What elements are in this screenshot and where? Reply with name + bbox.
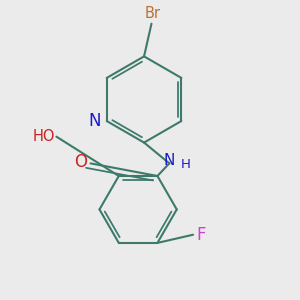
Text: HO: HO	[32, 129, 55, 144]
Text: N: N	[164, 153, 175, 168]
Text: Br: Br	[145, 6, 161, 21]
Text: N: N	[88, 112, 101, 130]
Text: H: H	[181, 158, 190, 171]
Text: O: O	[75, 153, 88, 171]
Text: F: F	[196, 226, 206, 244]
